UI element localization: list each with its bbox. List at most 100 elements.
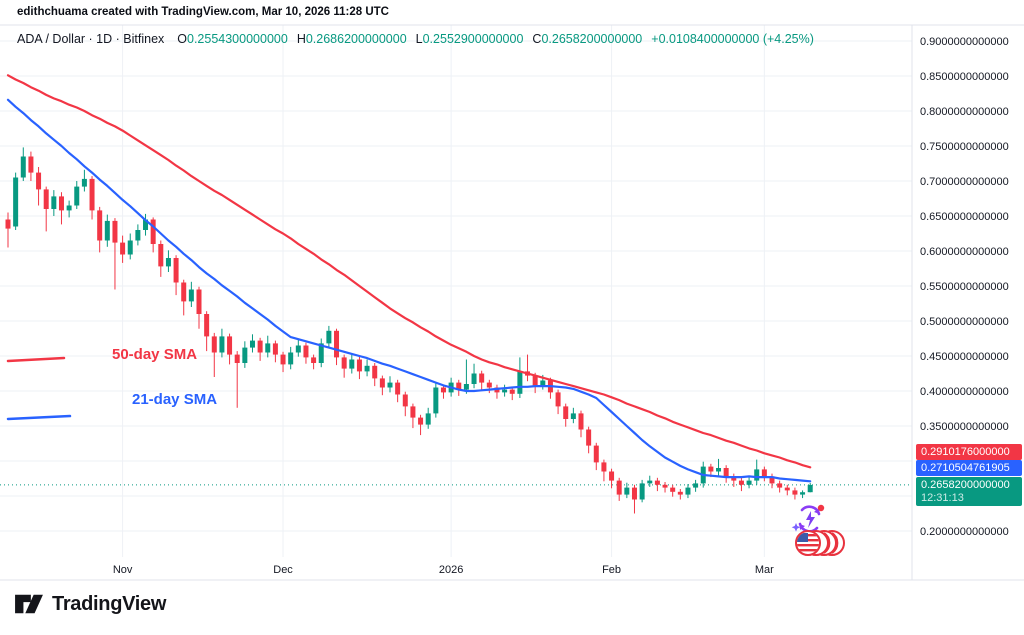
bar-countdown-timer: 12:31:13 xyxy=(921,492,964,504)
candle-body xyxy=(387,382,393,388)
candle-body xyxy=(257,340,263,353)
y-axis-label[interactable]: 0.9000000000000 xyxy=(920,36,1009,48)
candle-body xyxy=(616,480,622,495)
candle-body xyxy=(754,469,760,481)
candle-body xyxy=(807,484,813,493)
candle-body xyxy=(135,230,141,241)
y-axis-label[interactable]: 0.6500000000000 xyxy=(920,211,1009,223)
candle-body xyxy=(601,462,607,472)
candle-body xyxy=(143,219,149,230)
candle-body xyxy=(242,347,248,363)
candle-body xyxy=(463,384,469,390)
x-axis-label[interactable]: Dec xyxy=(273,564,293,576)
change-value: +0.0108400000000 (+4.25%) xyxy=(651,32,814,46)
y-axis-label[interactable]: 0.4500000000000 xyxy=(920,351,1009,363)
candle-body xyxy=(555,392,561,407)
candle-body xyxy=(639,483,645,500)
candle-body xyxy=(631,487,637,500)
candle-body xyxy=(670,487,676,492)
candle-body xyxy=(570,413,576,419)
candle-body xyxy=(769,476,775,484)
candle-body xyxy=(120,242,126,255)
sma50-line xyxy=(6,74,812,469)
candle-body xyxy=(188,289,194,302)
sma21-line xyxy=(6,98,812,483)
y-axis-label[interactable]: 0.4000000000000 xyxy=(920,386,1009,398)
candle-body xyxy=(723,468,729,477)
tradingview-logo-mark xyxy=(15,594,43,614)
candle-body xyxy=(173,258,179,283)
candle-body xyxy=(318,343,324,363)
y-axis-label[interactable]: 0.7000000000000 xyxy=(920,176,1009,188)
candle-body xyxy=(295,345,301,353)
y-axis-label[interactable]: 0.2000000000000 xyxy=(920,526,1009,538)
candle-body xyxy=(204,314,210,337)
y-axis-label[interactable]: 0.8500000000000 xyxy=(920,71,1009,83)
y-axis-label[interactable]: 0.8000000000000 xyxy=(920,106,1009,118)
candle-body xyxy=(593,445,599,463)
candle-body xyxy=(746,480,752,485)
candle-body xyxy=(364,365,370,372)
x-axis-label[interactable]: Nov xyxy=(113,564,133,576)
candle-body xyxy=(219,336,225,353)
sma50-price-badge: 0.2910176000000 xyxy=(916,444,1022,460)
candle-body xyxy=(716,468,722,472)
candle-body xyxy=(693,483,699,488)
refresh-lightning-icon xyxy=(790,502,828,541)
candle-body xyxy=(654,480,660,485)
candle-body xyxy=(563,406,569,419)
candle-body xyxy=(685,487,691,495)
candle-body xyxy=(586,429,592,446)
candle-body xyxy=(234,354,240,363)
x-axis-label[interactable]: Feb xyxy=(602,564,621,576)
sma50-annotation-label: 50-day SMA xyxy=(112,346,198,363)
x-axis-label[interactable]: 2026 xyxy=(439,564,463,576)
candle-body xyxy=(5,219,11,229)
candle-body xyxy=(356,359,362,372)
y-axis-label[interactable]: 0.5000000000000 xyxy=(920,316,1009,328)
sma21-annotation-label: 21-day SMA xyxy=(132,391,218,408)
candle-body xyxy=(402,394,408,407)
candle-body xyxy=(326,330,332,344)
candle-body xyxy=(784,487,790,491)
candle-body xyxy=(165,258,171,267)
candle-body xyxy=(433,387,439,414)
candle-body xyxy=(532,375,538,386)
y-axis-label[interactable]: 0.5500000000000 xyxy=(920,281,1009,293)
candle-body xyxy=(662,484,668,488)
candle-body xyxy=(334,330,340,358)
candle-body xyxy=(479,373,485,383)
candle-body xyxy=(66,205,72,211)
candle-body xyxy=(303,345,309,358)
candle-body xyxy=(425,413,431,425)
candle-body xyxy=(311,357,317,363)
attribution-text: edithchuama created with TradingView.com… xyxy=(17,6,389,18)
candle-body xyxy=(800,492,806,495)
candle-body xyxy=(647,480,653,484)
candle-body xyxy=(456,382,462,390)
y-axis-label[interactable]: 0.3500000000000 xyxy=(920,421,1009,433)
candle-body xyxy=(792,490,798,495)
candle-body xyxy=(486,382,492,388)
candle-body xyxy=(471,373,477,384)
open-value: O0.2554300000000 xyxy=(177,32,288,46)
candle-body xyxy=(36,172,42,190)
symbol-title[interactable]: ADA / Dollar · 1D · Bitfinex xyxy=(17,32,165,46)
tradingview-logo[interactable]: TradingView xyxy=(14,591,166,617)
candle-body xyxy=(20,156,26,178)
y-axis-label[interactable]: 0.6000000000000 xyxy=(920,246,1009,258)
candle-body xyxy=(731,476,737,481)
x-axis-label[interactable]: Mar xyxy=(755,564,774,576)
candle-body xyxy=(196,289,202,314)
candle-body xyxy=(227,336,233,355)
sma21-legend-swatch xyxy=(6,414,72,421)
candle-body xyxy=(509,389,515,394)
candle-body xyxy=(540,380,546,386)
y-axis-label[interactable]: 0.7500000000000 xyxy=(920,141,1009,153)
candle-body xyxy=(181,282,187,302)
candle-body xyxy=(127,240,133,255)
candle-body xyxy=(28,156,34,173)
candle-body xyxy=(578,413,584,430)
candle-body xyxy=(74,186,80,206)
